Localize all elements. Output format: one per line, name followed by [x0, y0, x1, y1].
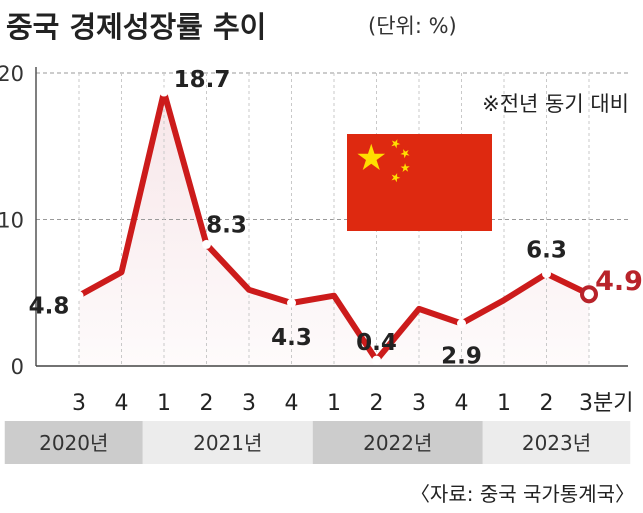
- x-tick-label: 1: [497, 391, 511, 416]
- data-point: [372, 355, 381, 365]
- data-point: [457, 319, 466, 329]
- x-tick-label: 2: [370, 391, 384, 416]
- data-label: 2.9: [441, 344, 482, 370]
- chart-note: ※전년 동기 대비: [482, 92, 629, 116]
- x-tick-label: 3: [242, 391, 256, 416]
- data-label: 4.8: [29, 294, 70, 320]
- flag-large-star: [357, 143, 386, 171]
- data-point: [542, 269, 551, 279]
- flag-small-star: [400, 163, 410, 172]
- data-label-latest: 4.9: [595, 266, 643, 297]
- year-band: [312, 421, 483, 464]
- year-label: 2022년: [363, 431, 432, 455]
- chart-title: 중국 경제성장률 추이: [6, 10, 267, 44]
- year-label: 2023년: [522, 431, 591, 455]
- source-label: 〈자료: 중국 국가통계국〉: [409, 482, 635, 506]
- data-label: 4.3: [271, 325, 312, 351]
- data-point: [202, 239, 211, 249]
- unit-label: (단위: %): [368, 14, 457, 38]
- x-tick-label: 3분기: [579, 391, 633, 416]
- china-flag-icon: [347, 134, 492, 231]
- x-tick-label: 2: [540, 391, 554, 416]
- flag-small-star: [391, 173, 401, 183]
- y-tick-label: 0: [11, 355, 24, 379]
- y-tick-label: 10: [0, 209, 24, 233]
- year-label: 2020년: [39, 431, 108, 455]
- x-tick-label: 4: [115, 391, 129, 416]
- year-label: 2021년: [193, 431, 262, 455]
- flag-small-star: [391, 139, 401, 149]
- x-tick-label: 1: [327, 391, 341, 416]
- data-point: [159, 87, 169, 97]
- year-band: [4, 421, 143, 464]
- data-label: 8.3: [206, 212, 247, 238]
- data-point: [74, 291, 84, 301]
- flag-field: [347, 134, 492, 231]
- x-tick-label: 4: [455, 391, 469, 416]
- x-tick-label: 3: [72, 391, 86, 416]
- data-point-highlight: [580, 285, 598, 304]
- data-label: 6.3: [526, 238, 567, 264]
- data-point: [287, 298, 296, 308]
- data-label: 0.4: [356, 330, 397, 356]
- flag-small-star: [400, 149, 410, 159]
- x-tick-label: 3: [412, 391, 426, 416]
- x-tick-label: 2: [200, 391, 214, 416]
- year-band: [142, 421, 313, 464]
- y-tick-label: 20: [0, 62, 24, 86]
- data-label: 18.7: [174, 67, 231, 93]
- x-tick-label: 1: [157, 391, 171, 416]
- year-band: [482, 421, 631, 464]
- x-tick-label: 4: [285, 391, 299, 416]
